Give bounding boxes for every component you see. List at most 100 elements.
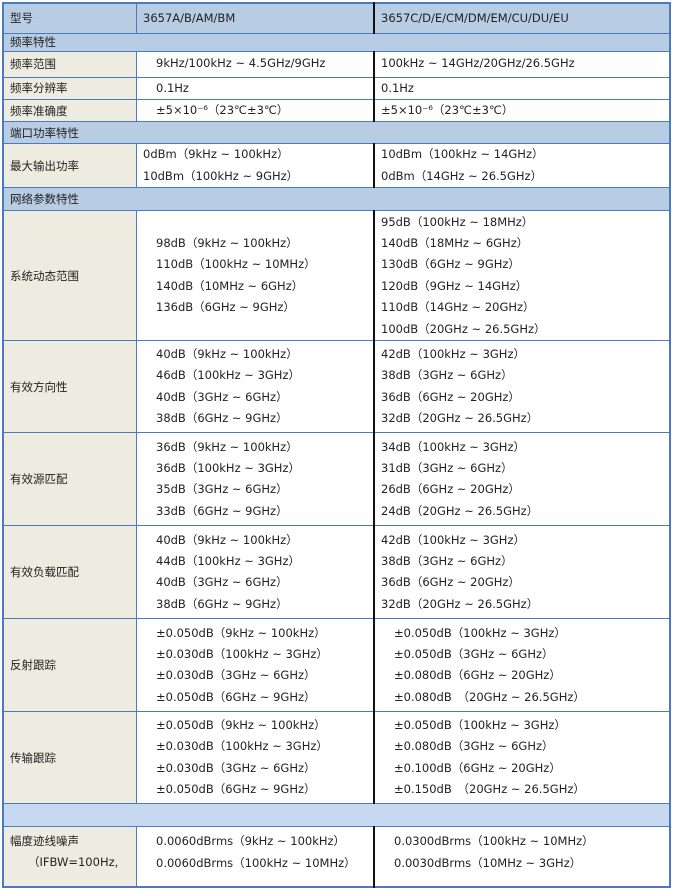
spec-label: 最大输出功率 xyxy=(2,143,137,189)
spec-value-b: 0.0300dBrms（100kHz ~ 10MHz） 0.0030dBrms（1… xyxy=(373,826,671,888)
spec-label-text: 系统动态范围 xyxy=(10,268,79,283)
spec-value-line: ±0.050dB（100kHz ~ 3GHz） xyxy=(394,625,566,640)
spec-value-a: 98dB（9kHz ~ 100kHz） 110dB（100kHz ~ 10MHz）… xyxy=(136,210,375,342)
spec-value-a: 0dBm（9kHz ~ 100kHz） 10dBm（100kHz ~ 9GHz） xyxy=(136,143,375,189)
spec-row: 系统动态范围 98dB（9kHz ~ 100kHz） 110dB（100kHz ~ … xyxy=(2,210,671,342)
spec-value-line: 136dB（6GHz ~ 9GHz） xyxy=(156,300,295,315)
spec-value-a: ±5×10⁻⁶（23℃±3℃） xyxy=(136,98,375,123)
spec-value-line: 110dB（100kHz ~ 10MHz） xyxy=(156,257,316,272)
spec-value-line: 34dB（100kHz ~ 3GHz） xyxy=(381,439,525,454)
spec-label: 反射跟踪 xyxy=(2,618,137,713)
spec-value-line: ±0.050dB（9kHz ~ 100kHz） xyxy=(156,625,326,640)
spec-label-text: 频率范围 xyxy=(10,57,56,71)
spec-label-text: 最大输出功率 xyxy=(10,158,79,173)
section-title: 端口功率特性 xyxy=(2,121,671,145)
spec-value-line: 9kHz/100kHz ~ 4.5GHz/9GHz xyxy=(156,56,326,71)
spec-value-line: 24dB（20GHz ~ 26.5GHz） xyxy=(381,503,539,518)
spec-value-line: 38dB（6GHz ~ 9GHz） xyxy=(156,596,288,611)
spec-row: 有效方向性 40dB（9kHz ~ 100kHz） 46dB（100kHz ~ 3G… xyxy=(2,340,671,434)
spec-row: 最大输出功率 0dBm（9kHz ~ 100kHz） 10dBm（100kHz ~ … xyxy=(2,143,671,189)
spec-value-b: 10dBm（100kHz ~ 14GHz） 0dBm（14GHz ~ 26.5GH… xyxy=(373,143,671,189)
spec-value-line: ±0.030dB（3GHz ~ 6GHz） xyxy=(156,760,316,775)
spec-value-line: 10dBm（100kHz ~ 14GHz） xyxy=(381,147,544,162)
spec-value-line: 32dB（20GHz ~ 26.5GHz） xyxy=(381,411,539,426)
spec-label: 幅度迹线噪声 （IFBW=100Hz, xyxy=(2,826,137,888)
spec-value-line: 36dB（9kHz ~ 100kHz） xyxy=(156,439,298,454)
spec-label: 有效负载匹配 xyxy=(2,525,137,620)
section-row: 网络参数特性 xyxy=(2,187,671,212)
spec-value-a: 36dB（9kHz ~ 100kHz） 36dB（100kHz ~ 3GHz） 35… xyxy=(136,432,375,527)
spec-value-line: ±5×10⁻⁶（23℃±3℃） xyxy=(156,102,289,117)
spec-value-line: 40dB（3GHz ~ 6GHz） xyxy=(156,575,288,590)
spec-value-line: 0.0060dBrms（9kHz ~ 100kHz） xyxy=(156,834,346,849)
spec-label: 传输跟踪 xyxy=(2,711,137,805)
spec-label-text: 传输跟踪 xyxy=(10,750,56,765)
spec-label-note: （IFBW=100Hz, xyxy=(28,855,119,870)
spec-value-line: 140dB（10MHz ~ 6GHz） xyxy=(156,278,304,293)
section-title: 网络参数特性 xyxy=(2,187,671,212)
spec-value-a: ±0.050dB（9kHz ~ 100kHz） ±0.030dB（100kHz ~… xyxy=(136,618,375,713)
spec-value-a: 0.1Hz xyxy=(136,76,375,100)
spec-value-line: 0.0030dBrms（10MHz ~ 3GHz） xyxy=(394,855,582,870)
spec-value-a: 40dB（9kHz ~ 100kHz） 44dB（100kHz ~ 3GHz） 40… xyxy=(136,525,375,620)
spec-label-text: 有效负载匹配 xyxy=(10,565,79,580)
spec-value-line: ±0.050dB（3GHz ~ 6GHz） xyxy=(394,646,554,661)
header-col-a: 3657A/B/AM/BM xyxy=(136,2,375,34)
blank-row xyxy=(2,803,671,828)
spec-label-text: 频率准确度 xyxy=(10,103,68,118)
spec-value-a: 40dB（9kHz ~ 100kHz） 46dB（100kHz ~ 3GHz） 40… xyxy=(136,340,375,434)
spec-label-text: 幅度迹线噪声 xyxy=(10,834,79,849)
spec-value-line: ±0.050dB（6GHz ~ 9GHz） xyxy=(156,782,316,797)
spec-label: 频率范围 xyxy=(2,50,137,78)
spec-value-line: 35dB（3GHz ~ 6GHz） xyxy=(156,482,288,497)
spec-value-line: ±0.050dB（6GHz ~ 9GHz） xyxy=(156,689,316,704)
spec-value-line: 46dB（100kHz ~ 3GHz） xyxy=(156,368,300,383)
spec-value-line: ±0.080dB（6GHz ~ 20GHz） xyxy=(394,668,561,683)
spec-row: 有效源匹配 36dB（9kHz ~ 100kHz） 36dB（100kHz ~ 3G… xyxy=(2,432,671,527)
spec-label: 频率分辨率 xyxy=(2,76,137,100)
spec-row: 反射跟踪 ±0.050dB（9kHz ~ 100kHz） ±0.030dB（100k… xyxy=(2,618,671,713)
spec-value-line: 36dB（6GHz ~ 20GHz） xyxy=(381,575,520,590)
spec-value-b: 42dB（100kHz ~ 3GHz） 38dB（3GHz ~ 6GHz） 36dB… xyxy=(373,525,671,620)
spec-value-line: 38dB（3GHz ~ 6GHz） xyxy=(381,553,513,568)
spec-value-line: 120dB（9GHz ~ 14GHz） xyxy=(381,278,528,293)
spec-value-line: 32dB（20GHz ~ 26.5GHz） xyxy=(381,596,539,611)
spec-value-line: 38dB（6GHz ~ 9GHz） xyxy=(156,411,288,426)
spec-value-line: 0.0060dBrms（100kHz ~ 10MHz） xyxy=(156,855,356,870)
spec-value-line: ±0.030dB（100kHz ~ 3GHz） xyxy=(156,646,328,661)
spec-value-line: 0.0300dBrms（100kHz ~ 10MHz） xyxy=(394,834,594,849)
spec-value-line: ±0.030dB（100kHz ~ 3GHz） xyxy=(156,739,328,754)
spec-value-line: 0dBm（14GHz ~ 26.5GHz） xyxy=(381,168,543,183)
spec-value-line: ±0.080dB （20GHz ~ 26.5GHz） xyxy=(394,689,585,704)
section-title: 频率特性 xyxy=(2,32,671,52)
spec-value-line: 40dB（3GHz ~ 6GHz） xyxy=(156,389,288,404)
spec-value-line: ±0.030dB（3GHz ~ 6GHz） xyxy=(156,668,316,683)
spec-value-line: ±0.050dB（9kHz ~ 100kHz） xyxy=(156,718,326,732)
spec-value-b: 100kHz ~ 14GHz/20GHz/26.5GHz xyxy=(373,50,671,78)
spec-value-line: ±0.050dB（100kHz ~ 3GHz） xyxy=(394,718,566,732)
spec-value-a: 0.0060dBrms（9kHz ~ 100kHz） 0.0060dBrms（10… xyxy=(136,826,375,888)
spec-value-line: ±0.100dB（6GHz ~ 20GHz） xyxy=(394,760,561,775)
spec-value-line: ±0.080dB（3GHz ~ 6GHz） xyxy=(394,739,554,754)
spec-value-line: 100kHz ~ 14GHz/20GHz/26.5GHz xyxy=(381,56,575,71)
spec-value-line: ±0.150dB （20GHz ~ 26.5GHz） xyxy=(394,782,585,797)
spec-value-b: 42dB（100kHz ~ 3GHz） 38dB（3GHz ~ 6GHz） 36dB… xyxy=(373,340,671,434)
spec-value-line: 44dB（100kHz ~ 3GHz） xyxy=(156,553,300,568)
spec-value-line: 110dB（14GHz ~ 20GHz） xyxy=(381,300,535,315)
spec-value-b: ±5×10⁻⁶（23℃±3℃） xyxy=(373,98,671,123)
spec-value-line: 38dB（3GHz ~ 6GHz） xyxy=(381,368,513,383)
spec-label: 有效源匹配 xyxy=(2,432,137,527)
spec-value-line: 140dB（18MHz ~ 6GHz） xyxy=(381,236,529,250)
spec-value-line: 40dB（9kHz ~ 100kHz） xyxy=(156,347,298,361)
spec-label: 有效方向性 xyxy=(2,340,137,434)
spec-value-line: 42dB（100kHz ~ 3GHz） xyxy=(381,347,525,361)
spec-label: 频率准确度 xyxy=(2,98,137,123)
spec-value-line: 40dB（9kHz ~ 100kHz） xyxy=(156,532,298,547)
spec-value-line: 98dB（9kHz ~ 100kHz） xyxy=(156,236,298,250)
spec-value-line: 42dB（100kHz ~ 3GHz） xyxy=(381,532,525,547)
spec-value-b: 0.1Hz xyxy=(373,76,671,100)
spec-value-line: 0dBm（9kHz ~ 100kHz） xyxy=(143,147,289,162)
spec-value-b: ±0.050dB（100kHz ~ 3GHz） ±0.050dB（3GHz ~ 6… xyxy=(373,618,671,713)
spec-value-line: 95dB（100kHz ~ 18MHz） xyxy=(381,214,534,229)
spec-value-line: 33dB（6GHz ~ 9GHz） xyxy=(156,503,288,518)
